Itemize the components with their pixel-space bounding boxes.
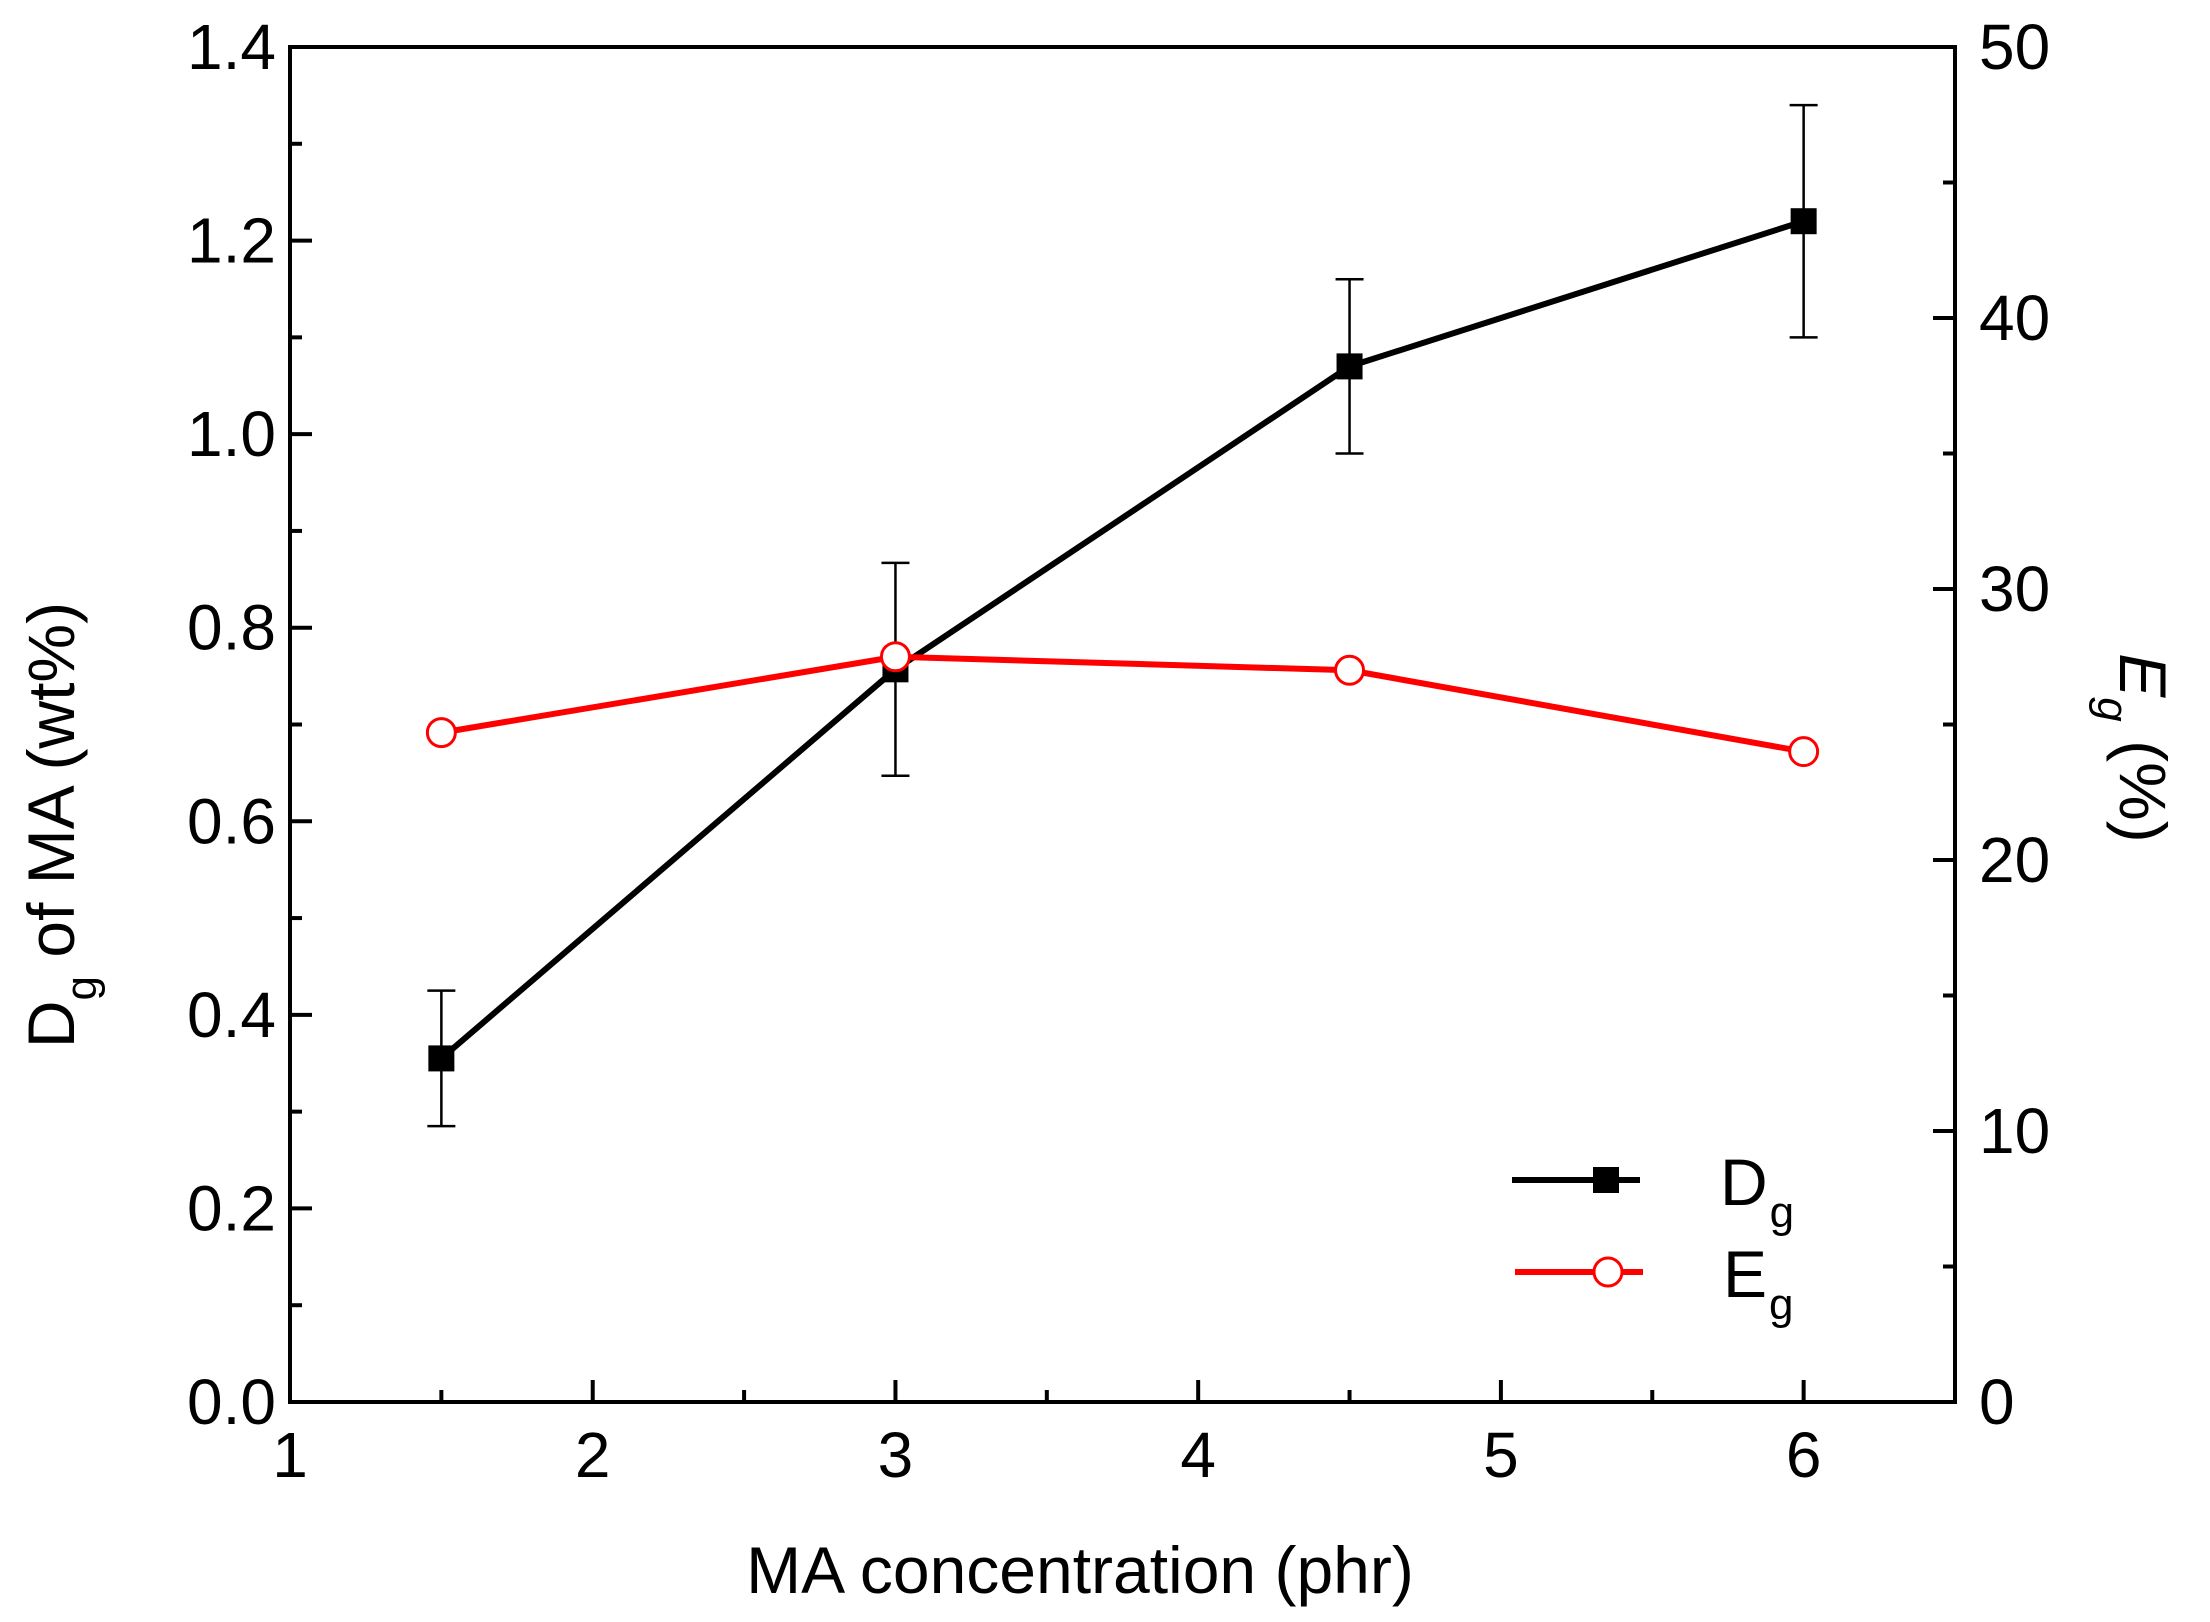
marker-Dg-2 [1336, 353, 1363, 380]
y2-tick-label-40: 40 [1979, 282, 2050, 354]
legend: Dg Eg [1512, 1145, 1794, 1329]
x-tick-label-5: 5 [1483, 1419, 1519, 1491]
x-tick-label-2: 2 [575, 1419, 611, 1491]
marker-Eg-3 [1788, 736, 1820, 768]
x-tick-label-3: 3 [878, 1419, 914, 1491]
marker-Dg-0 [428, 1045, 455, 1072]
y2-tick-label-0: 0 [1979, 1366, 2015, 1438]
legend-label-eg: Eg [1723, 1237, 1794, 1329]
legend-label-dg-sub: g [1770, 1188, 1794, 1237]
tick-labels-layer: 1 2 3 4 5 6 0.0 0.2 0.4 0.6 0.8 1.0 1.2 1.4 0 10 20 30 40 5… [187, 11, 2050, 1491]
marker-Eg-1 [879, 641, 911, 673]
y-tick-label-4: 0.8 [187, 592, 276, 664]
legend-label-eg-main: E [1723, 1237, 1767, 1311]
legend-label-eg-sub: g [1769, 1280, 1793, 1329]
lines-layer [439, 218, 1805, 1061]
y-tick-label-6: 1.2 [187, 205, 276, 277]
x-tick-label-1: 1 [272, 1419, 308, 1491]
x-tick-label-4: 4 [1180, 1419, 1216, 1491]
marker-Eg-0 [425, 717, 457, 749]
y-axis-label-subscript: g [57, 976, 106, 1000]
y-tick-label-0: 0.0 [187, 1366, 276, 1438]
y2-axis-label-rest: (%) [2106, 722, 2180, 843]
marker-Eg-2 [1334, 654, 1366, 686]
y-axis-label-rest: of MA (wt%) [14, 602, 88, 976]
x-axis-label: MA concentration (phr) [746, 1533, 1414, 1607]
markers-layer [425, 208, 1820, 1072]
legend-label-dg-main: D [1720, 1145, 1768, 1219]
series-line-Dg [439, 218, 1805, 1061]
x-tick-label-6: 6 [1786, 1419, 1822, 1491]
errorbars-layer [427, 103, 1818, 1128]
series-line-Eg [440, 653, 1805, 755]
y-axis-label: Dg of MA (wt%) [14, 602, 106, 1048]
y2-tick-label-10: 10 [1979, 1095, 2050, 1167]
y-tick-label-7: 1.4 [187, 11, 276, 83]
y-axis-label-main: D [14, 1000, 88, 1048]
marker-Dg-3 [1790, 208, 1817, 235]
ticks-layer [288, 45, 1955, 1404]
y-tick-label-5: 1.0 [187, 398, 276, 470]
y2-tick-label-20: 20 [1979, 824, 2050, 896]
legend-marker-eg [1592, 1256, 1624, 1288]
y2-axis-label-subscript: g [2088, 697, 2137, 722]
y2-axis-label-main: E [2106, 653, 2180, 698]
legend-marker-dg [1593, 1167, 1619, 1193]
y-tick-label-2: 0.4 [187, 979, 276, 1051]
legend-label-dg: Dg [1720, 1145, 1794, 1237]
y-tick-label-1: 0.2 [187, 1172, 276, 1244]
y-tick-label-3: 0.6 [187, 785, 276, 857]
y2-tick-label-50: 50 [1979, 11, 2050, 83]
y2-tick-label-30: 30 [1979, 553, 2050, 625]
y2-axis-label: Eg (%) [2088, 653, 2180, 843]
